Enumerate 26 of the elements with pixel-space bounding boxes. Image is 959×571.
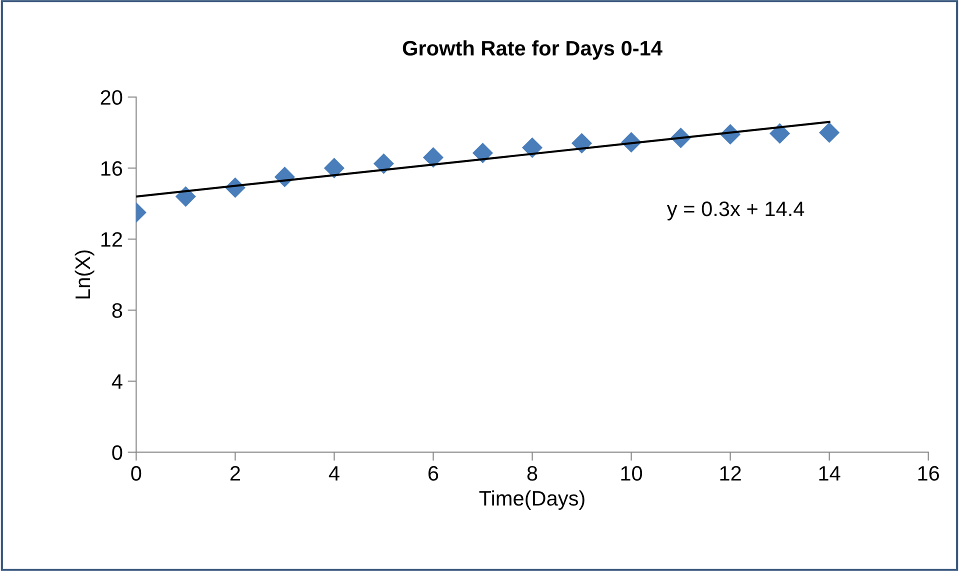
y-tick-label: 0 [112, 445, 122, 460]
point [472, 142, 494, 164]
x-tick-label: 0 [131, 466, 142, 481]
x-tick-label: 4 [328, 466, 340, 481]
y-tick-label: 12 [101, 232, 122, 247]
x-tick-label: 10 [621, 466, 642, 481]
chart-title: Growth Rate for Days 0-14 [402, 40, 662, 60]
point [818, 122, 840, 143]
point [769, 123, 790, 144]
point [522, 137, 543, 158]
y-axis-title: Ln(X) [74, 250, 94, 298]
x-tick-label: 12 [720, 466, 741, 481]
x-tick-label: 2 [230, 466, 240, 481]
y-tick-label: 20 [100, 90, 122, 105]
point [373, 153, 394, 174]
point [422, 147, 444, 168]
x-tick-label: 16 [918, 466, 939, 481]
x-axis-title: Time(Days) [479, 490, 584, 510]
y-tick-label: 8 [112, 303, 122, 318]
y-tick-label: 16 [101, 161, 122, 176]
x-tick-label: 8 [527, 466, 538, 481]
x-tick-label: 6 [428, 466, 438, 481]
point [324, 158, 345, 178]
annotation: y = 0.3x + 14.4 [666, 202, 804, 220]
x-tick-label: 14 [819, 466, 840, 481]
y-tick-label: 4 [112, 374, 122, 389]
